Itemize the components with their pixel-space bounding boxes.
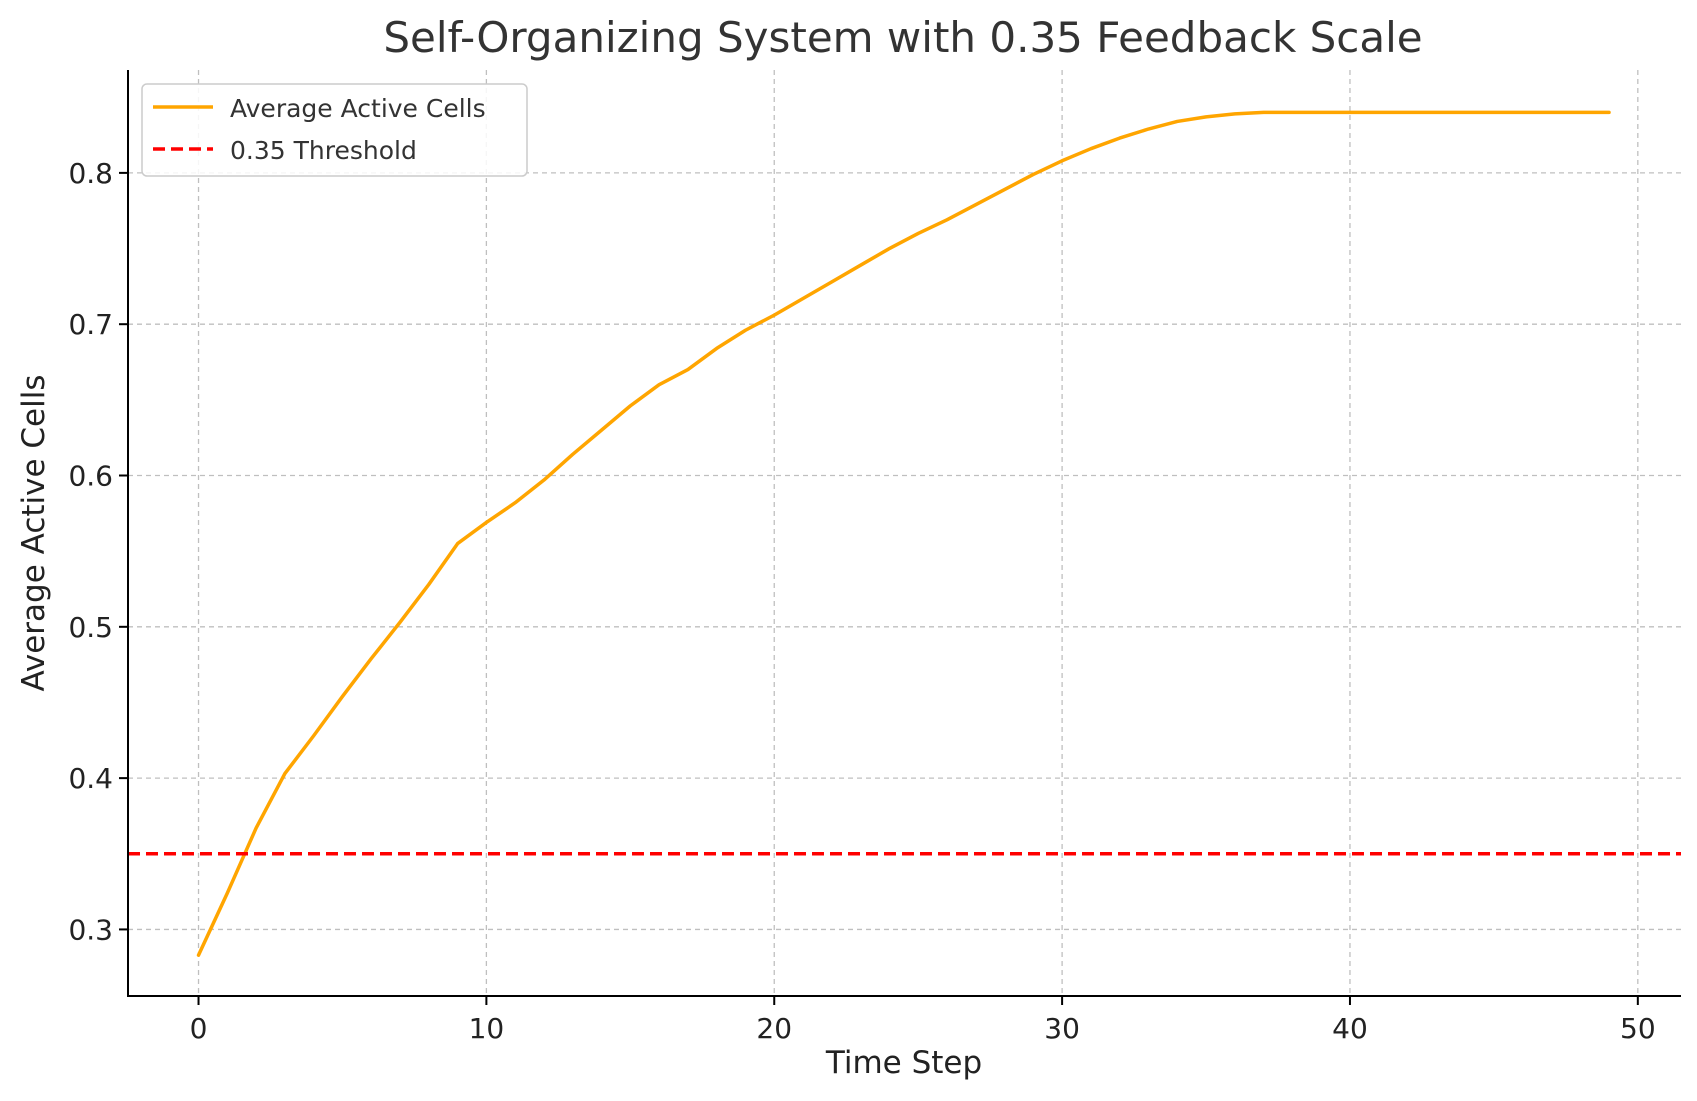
x-tick-label: 50	[1620, 1012, 1656, 1045]
x-tick-label: 0	[190, 1012, 208, 1045]
ticks: 0 10 20 30 40 50 0.3 0.4 0.5 0.6 0.7 0.8	[68, 157, 1655, 1045]
y-tick-label: 0.3	[68, 913, 113, 946]
x-tick-label: 20	[756, 1012, 792, 1045]
grid	[128, 70, 1681, 996]
legend-label-threshold: 0.35 Threshold	[230, 136, 417, 165]
axes-spines	[127, 70, 1681, 997]
y-tick-label: 0.8	[68, 157, 113, 190]
y-tick-label: 0.4	[68, 762, 113, 795]
x-axis-label: Time Step	[825, 1045, 982, 1081]
y-tick-label: 0.5	[68, 611, 113, 644]
y-tick-label: 0.6	[68, 460, 113, 493]
legend-box	[141, 83, 528, 177]
x-tick-label: 30	[1044, 1012, 1080, 1045]
legend: Average Active Cells 0.35 Threshold	[141, 83, 528, 177]
chart-title: Self-Organizing System with 0.35 Feedbac…	[383, 13, 1422, 62]
y-axis-label: Average Active Cells	[16, 375, 52, 692]
plot-series	[128, 110, 1681, 957]
series-line-average-active-cells	[196, 110, 1611, 957]
y-tick-label: 0.7	[68, 308, 113, 341]
x-tick-label: 10	[469, 1012, 505, 1045]
legend-label-average-active-cells: Average Active Cells	[230, 94, 486, 123]
x-tick-label: 40	[1332, 1012, 1368, 1045]
